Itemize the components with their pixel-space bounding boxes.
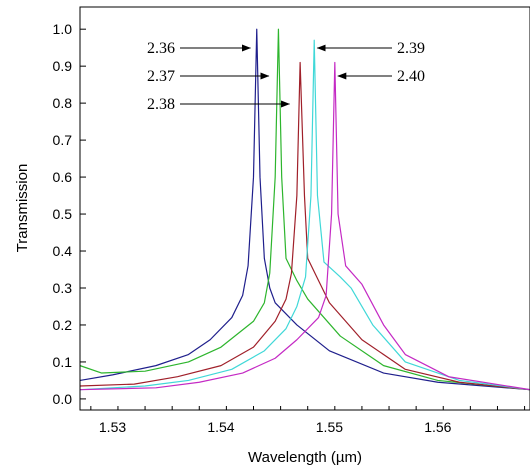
y-tick-label: 0.7 (53, 132, 73, 148)
series-line-5 (79, 61, 530, 391)
annotation-label: 2.36 (147, 40, 175, 57)
annotation-label: 2.40 (397, 68, 425, 85)
y-tick-label: 0.5 (53, 206, 73, 222)
plot-frame (79, 6, 530, 411)
x-tick-label: 1.54 (207, 419, 234, 435)
series-line-2 (79, 28, 530, 391)
x-tick-label: 1.56 (424, 419, 451, 435)
series-line-3 (79, 61, 530, 391)
series-line-4 (79, 39, 530, 391)
x-tick-label: 1.55 (316, 419, 343, 435)
y-tick-label: 1.0 (53, 21, 73, 37)
y-tick-label: 0.2 (53, 317, 73, 333)
y-tick-label: 0.0 (53, 391, 73, 407)
x-axis-title: Wavelength (µm) (248, 449, 362, 466)
y-tick-label: 0.3 (53, 280, 73, 296)
series-layer (79, 28, 530, 391)
y-tick-label: 0.8 (53, 95, 73, 111)
x-tick-label: 1.53 (99, 419, 126, 435)
annotation-layer: 2.36 2.37 2.38 2.39 2.40 (147, 40, 425, 113)
annotation-label: 2.39 (397, 40, 425, 57)
y-axis: 0.0 0.1 0.2 0.3 0.4 0.5 0.6 0.7 0.8 0.9 1.0 (53, 21, 86, 407)
y-tick-label: 0.1 (53, 354, 73, 370)
annotation-label: 2.37 (147, 68, 175, 85)
y-tick-label: 0.9 (53, 58, 73, 74)
x-axis: 1.53 1.54 1.55 1.56 (90, 406, 526, 435)
series-line-1 (79, 28, 530, 391)
y-tick-label: 0.6 (53, 169, 73, 185)
annotation-label: 2.38 (147, 96, 175, 113)
y-tick-label: 0.4 (53, 243, 73, 259)
y-axis-title: Transmission (14, 164, 31, 253)
